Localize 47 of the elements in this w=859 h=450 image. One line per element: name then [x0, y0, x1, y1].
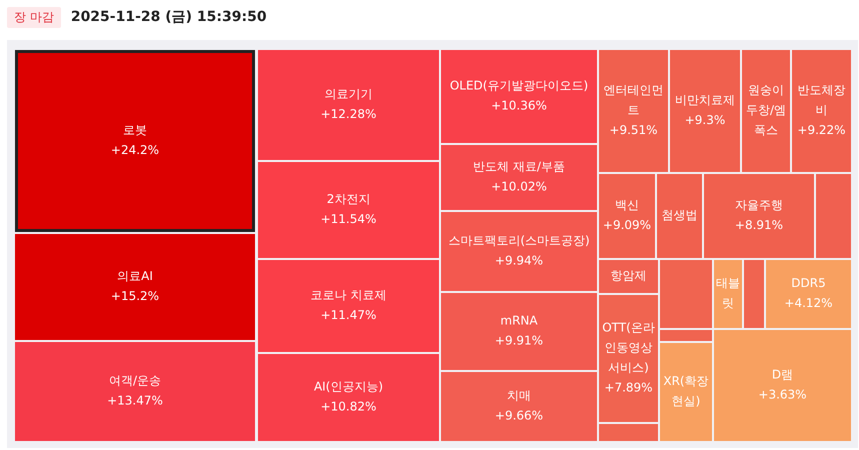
category-label: 비만치료제: [675, 93, 735, 108]
data-label: +24.2%: [110, 143, 160, 158]
data-label: +9.51%: [609, 123, 658, 138]
data-label: +9.3%: [684, 113, 726, 128]
category-label: 자율주행: [735, 198, 783, 212]
text: 2025-11-28 (금) 15:39:50: [70, 8, 267, 26]
data-label: +9.22%: [797, 123, 846, 138]
category-label: 로봇: [123, 123, 147, 138]
category-label: 반도체 재료/부품: [473, 160, 565, 174]
data-label: +7.89%: [604, 380, 653, 395]
category-label: 백신: [615, 198, 639, 212]
category-label: 의료AI: [117, 269, 153, 284]
data-label: +15.2%: [110, 289, 160, 304]
data-label: +4.12%: [784, 296, 833, 310]
category-label: 항암제: [610, 268, 646, 283]
category-label: OLED(유기발광다이오드): [450, 78, 588, 93]
data-label: +10.02%: [491, 180, 547, 194]
category-label: 태블릿: [716, 276, 740, 310]
category-label: 의료기기: [324, 87, 372, 102]
data-label: +12.28%: [320, 107, 376, 122]
category-label: 2차전지: [326, 192, 370, 206]
category-label: OTT(온라인동영상서비스): [602, 320, 655, 375]
data-label: +8.91%: [734, 218, 784, 232]
category-label: 코로나 치료제: [310, 288, 386, 302]
category-label: 치매: [507, 388, 531, 403]
data-label: +9.94%: [494, 254, 544, 268]
category-label: AI(인공지능): [314, 380, 384, 394]
data-label: +9.66%: [494, 408, 544, 423]
category-label: DDR5: [791, 276, 826, 290]
category-label: mRNA: [500, 314, 538, 328]
data-label: +9.91%: [494, 334, 544, 348]
data-label: +11.47%: [320, 308, 376, 322]
category-label: 여객/운송: [108, 374, 162, 388]
category-label: D램: [772, 368, 794, 382]
category-label: 반도체장비: [798, 83, 846, 118]
data-label: +11.54%: [320, 212, 376, 226]
category-label: 원숭이두창/엠폭스: [746, 83, 786, 138]
category-label: XR(확장현실): [663, 374, 709, 408]
data-label: +10.36%: [491, 98, 547, 113]
category-label: 스마트팩토리(스마트공장): [448, 234, 590, 248]
data-label: +9.09%: [602, 218, 652, 232]
category-label: 엔터테인먼트: [604, 83, 664, 118]
data-label: +3.63%: [758, 388, 807, 402]
text: 장 마감: [7, 6, 61, 28]
data-label: +10.82%: [320, 400, 376, 414]
category-label: 첨생법: [662, 208, 698, 222]
data-label: +13.47%: [107, 394, 163, 408]
